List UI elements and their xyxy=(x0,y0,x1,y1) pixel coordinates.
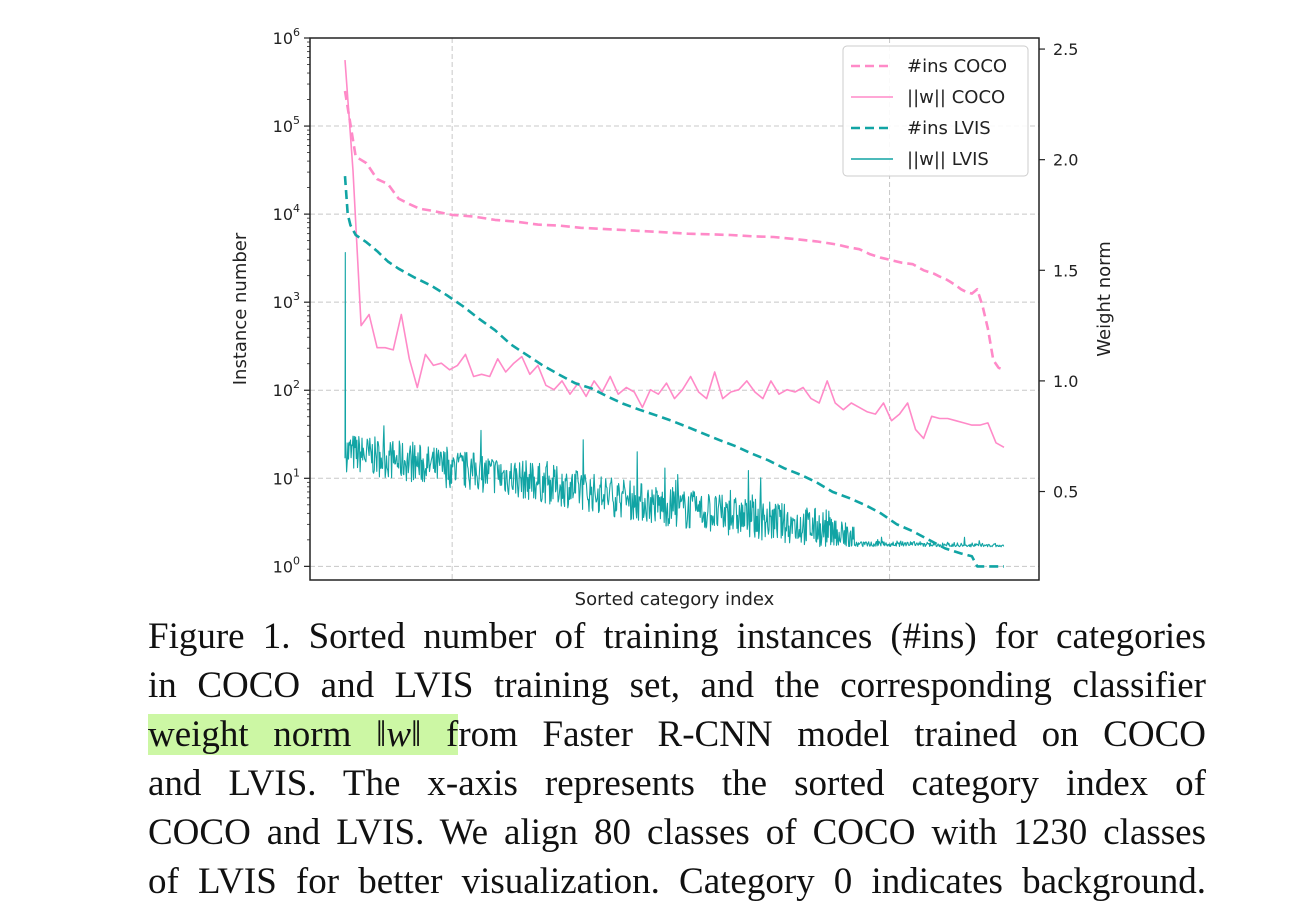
left-axis-ticks: 100 101 102 103 104 105 106 xyxy=(273,26,310,576)
left-tick-label: 104 xyxy=(273,202,300,224)
series-line-1 xyxy=(344,60,1005,448)
left-tick-label: 102 xyxy=(273,378,300,400)
weight-norm-chart: 100 101 102 103 104 105 106 0.5 1.0 1.5 2.0 2.5 So… xyxy=(230,26,1115,610)
left-tick-label: 101 xyxy=(273,466,300,488)
caption-math-weight-norm: ‖w‖ xyxy=(375,714,422,755)
series-line-0 xyxy=(343,90,1005,372)
series-layer xyxy=(343,60,1005,568)
left-y-axis-label: Instance number xyxy=(230,232,251,385)
caption-line-1: Figure 1. Sorted number of training inst… xyxy=(148,616,1206,657)
legend-label: ||w|| LVIS xyxy=(907,149,989,170)
legend-label: #ins LVIS xyxy=(907,118,991,139)
legend-label: #ins COCO xyxy=(907,56,1007,77)
legend-box xyxy=(842,45,1029,177)
caption-line-3-rest: rom Faster R-CNN model trained on COCO xyxy=(458,714,1206,755)
left-tick-label: 106 xyxy=(273,26,300,48)
caption-line-6: of LVIS for better visualization. Catego… xyxy=(148,861,1206,902)
left-tick-label: 103 xyxy=(273,290,300,312)
legend: #ins COCO ||w|| COCO #ins LVIS ||w|| LVIS xyxy=(842,45,1029,177)
series-line-3 xyxy=(344,252,1005,548)
caption-line-5: COCO and LVIS. We align 80 classes of CO… xyxy=(148,812,1206,853)
caption-line-2: in COCO and LVIS training set, and the c… xyxy=(148,665,1206,706)
right-tick-label: 1.5 xyxy=(1053,261,1078,280)
left-tick-label: 100 xyxy=(273,554,300,576)
figure-caption: Figure 1. Sorted number of training inst… xyxy=(148,612,1206,906)
caption-line-4: and LVIS. The x-axis represents the sort… xyxy=(148,763,1206,804)
right-y-axis-label: Weight norm xyxy=(1094,241,1115,356)
right-axis-ticks: 0.5 1.0 1.5 2.0 2.5 xyxy=(1039,40,1078,502)
caption-highlight-tail: f xyxy=(421,714,459,755)
legend-label: ||w|| COCO xyxy=(907,87,1005,108)
caption-highlight-text: weight norm xyxy=(148,714,376,755)
right-tick-label: 1.0 xyxy=(1053,372,1078,391)
x-axis-label: Sorted category index xyxy=(575,589,775,610)
plot-frame xyxy=(309,37,1040,581)
caption-line-3: weight norm ‖w‖ from Faster R-CNN model … xyxy=(148,710,1206,759)
series-line-2 xyxy=(343,176,1004,568)
right-tick-label: 0.5 xyxy=(1053,483,1078,502)
right-tick-label: 2.0 xyxy=(1053,151,1078,170)
left-tick-label: 105 xyxy=(273,114,300,136)
right-tick-label: 2.5 xyxy=(1053,40,1078,59)
caption-highlight: weight norm ‖w‖ f xyxy=(148,714,459,755)
